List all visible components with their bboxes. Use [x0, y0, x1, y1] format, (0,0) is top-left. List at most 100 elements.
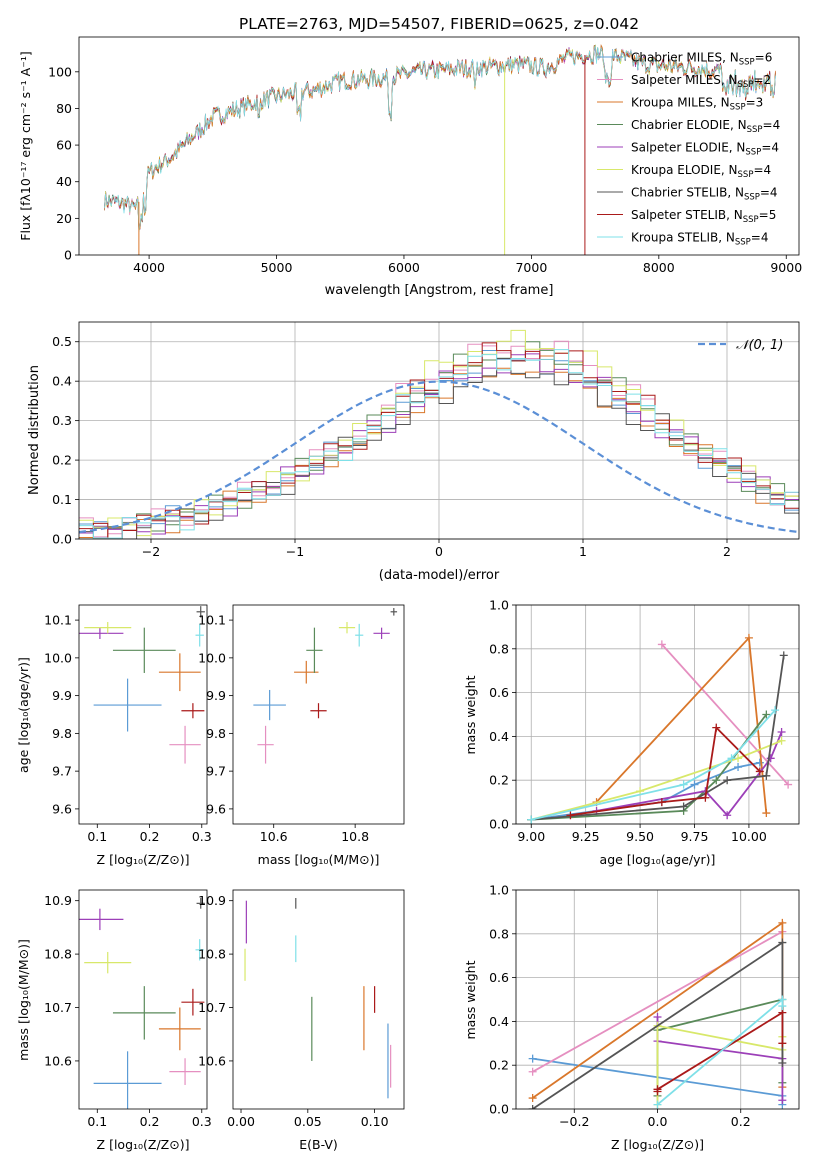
y-tick-label: 0.8: [489, 641, 509, 656]
errorbar-chabrier-miles: [93, 678, 162, 732]
histogram-kroupa-stelib: [79, 349, 799, 539]
y-tick-label: 10.7: [198, 1000, 226, 1015]
y-tick-label: 0.4: [489, 729, 509, 744]
plot-area: [79, 606, 205, 764]
plot-area: [244, 898, 392, 1099]
errorbar-kroupa-stelib: [195, 623, 204, 647]
y-tick-label: 10.9: [44, 893, 72, 908]
x-tick-label: 9.25: [572, 829, 600, 844]
errorbar-salpeter-stelib: [310, 703, 327, 719]
y-tick-label: 9.7: [206, 764, 226, 779]
weight-marker: [755, 767, 764, 776]
residuals-xlabel: (data-model)/error: [379, 568, 500, 583]
x-tick-label: 0.3: [192, 829, 212, 844]
errorbar-chabrier-stelib: [196, 898, 205, 909]
z-age-xlabel: Z [log₁₀(Z/Z⊙)]: [97, 852, 190, 867]
x-tick-label: 6000: [388, 260, 420, 275]
weight-marker: [527, 815, 536, 824]
weight-marker: [657, 798, 666, 807]
y-tick-label: 40: [56, 174, 72, 189]
y-tick-label: 0.6: [489, 970, 509, 985]
y-tick-label: 0.2: [52, 453, 72, 468]
weight-marker: [778, 1096, 787, 1105]
spectrum-axes: 4000 5000 6000 7000 8000 9000 0 20 40 60 80 100 Chab…: [18, 15, 802, 298]
weight-marker: [701, 793, 710, 802]
weight-marker: [528, 1067, 537, 1076]
y-tick-label: 0: [64, 248, 72, 263]
x-tick-label: 0.1: [87, 829, 107, 844]
z-mass-xlabel: Z [log₁₀(Z/Z⊙)]: [97, 1137, 190, 1152]
y-tick-label: 1.0: [489, 598, 509, 613]
y-tick-label: 9.8: [52, 726, 72, 741]
ebv_mass-axes: 0.00 0.05 0.10 10.6 10.7 10.8 10.9 E(B-V): [198, 889, 405, 1152]
weight-marker: [777, 728, 786, 737]
x-tick-label: 9.50: [626, 829, 654, 844]
weight-marker: [679, 802, 688, 811]
weight-series-salpeter-stelib: [566, 723, 764, 820]
x-tick-label: 2: [723, 544, 731, 559]
x-tick-label: 0.10: [361, 1114, 389, 1129]
weight-marker: [734, 763, 743, 772]
weight-marker: [528, 1054, 537, 1063]
axes-frame: [515, 604, 800, 825]
errorbar-salpeter-stelib: [181, 988, 205, 1016]
age_weight-axes: 9.00 9.25 9.50 9.75 10.00 0.0 0.2 0.4 0.6 0.8 1.0 m…: [463, 598, 800, 867]
y-tick-label: 9.6: [206, 801, 226, 816]
plot-area: [527, 633, 793, 824]
x-tick-label: −2: [142, 544, 160, 559]
x-tick-label: 0.2: [731, 1114, 751, 1129]
weight-marker: [690, 780, 699, 789]
spectrum-title: PLATE=2763, MJD=54507, FIBERID=0625, z=0…: [239, 15, 639, 33]
plot-area: [253, 608, 398, 764]
x-tick-label: 9.75: [681, 829, 709, 844]
mass_age-axes: 10.6 10.8 9.6 9.7 9.8 9.9 10.0 10.1 mass [log₁₀(…: [198, 604, 405, 867]
x-tick-label: 0.1: [87, 1114, 107, 1129]
weight-marker: [723, 811, 732, 820]
z_mass-axes: 0.1 0.2 0.3 10.6 10.7 10.8 10.9 Z [log₁₀(Z/Z⊙)]…: [16, 889, 212, 1152]
y-tick-label: 0.4: [52, 374, 72, 389]
y-tick-label: 100: [48, 64, 72, 79]
y-tick-label: 0.0: [489, 817, 509, 832]
weight-marker: [653, 1100, 662, 1109]
y-tick-label: 10.6: [44, 1053, 72, 1068]
y-tick-label: 60: [56, 138, 72, 153]
x-tick-label: 10.6: [260, 829, 288, 844]
x-tick-label: 0.05: [294, 1114, 322, 1129]
errorbar-chabrier-miles: [253, 689, 286, 721]
errorbar-salpeter-stelib: [181, 703, 205, 719]
y-tick-label: 0.5: [52, 334, 72, 349]
x-tick-label: 0.2: [140, 1114, 160, 1129]
legend-label: Chabrier MILES, NSSP=6: [631, 51, 772, 68]
z_age-axes: 0.1 0.2 0.3 9.6 9.7 9.8 9.9 10.0 10.1 Z [log₁₀(Z/…: [16, 604, 212, 867]
axes-frame: [232, 604, 405, 825]
spectrum-legend: Chabrier MILES, NSSP=6 Salpeter MILES, NS…: [597, 51, 780, 248]
errorbar-chabrier-elodie: [112, 986, 176, 1040]
weight-marker: [653, 1013, 662, 1022]
x-tick-label: 4000: [133, 260, 165, 275]
weight-marker: [712, 723, 721, 732]
errorbar-kroupa-stelib: [195, 939, 204, 961]
x-tick-label: 9000: [770, 260, 802, 275]
axes-frame: [78, 321, 800, 540]
weight-marker: [679, 780, 688, 789]
weight-marker: [778, 1002, 787, 1011]
z-age-ylabel: age [log₁₀(age/yr)]: [16, 657, 31, 773]
errorbar-kroupa-miles: [158, 1007, 201, 1051]
x-tick-label: 0.0: [648, 1114, 668, 1129]
y-tick-label: 10.8: [198, 947, 226, 962]
y-tick-label: 9.9: [52, 688, 72, 703]
axes-frame: [232, 889, 405, 1110]
weight-marker: [755, 758, 764, 767]
y-tick-label: 20: [56, 211, 72, 226]
z-mass-ylabel: mass [log₁₀(M/M⊙)]: [16, 939, 31, 1061]
gaussian-curve: [79, 380, 799, 534]
weight-line: [532, 930, 783, 1073]
y-tick-label: 10.1: [198, 613, 226, 628]
z_weight-axes: −0.2 0.0 0.2 0.0 0.2 0.4 0.6 0.8 1.0 mass weight Z…: [463, 883, 800, 1152]
weight-marker: [762, 710, 771, 719]
x-tick-label: 0: [435, 544, 443, 559]
weight-line: [530, 709, 776, 821]
weight-series-kroupa-stelib: [653, 995, 787, 1109]
errorbar-kroupa-elodie: [84, 951, 132, 974]
weight-marker: [777, 736, 786, 745]
